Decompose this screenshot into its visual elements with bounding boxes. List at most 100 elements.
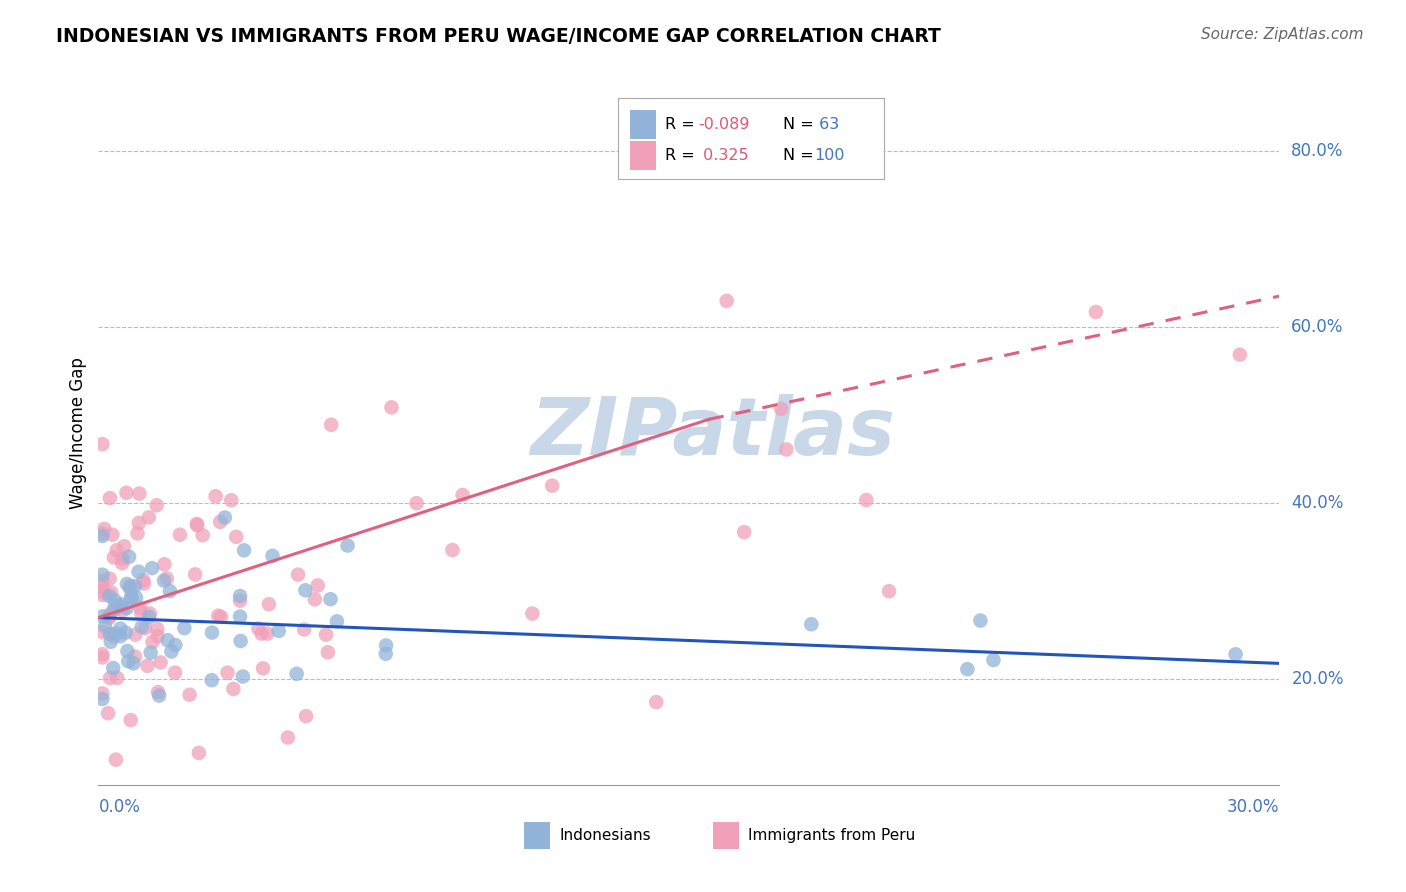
Point — [114, 625, 136, 640]
Point — [159, 584, 181, 599]
Bar — [630, 110, 655, 139]
Point — [98, 671, 121, 685]
Point — [855, 493, 877, 508]
Point — [91, 692, 114, 706]
Text: 0.0%: 0.0% — [98, 798, 141, 816]
Point — [91, 585, 114, 599]
Point — [201, 673, 224, 688]
Point — [187, 746, 209, 760]
Text: Indonesians: Indonesians — [560, 828, 651, 843]
Point — [108, 599, 131, 613]
Point — [125, 591, 148, 605]
Point — [1229, 348, 1251, 362]
Point — [165, 638, 187, 652]
Point — [100, 585, 122, 599]
Point — [1084, 305, 1107, 319]
Point — [132, 574, 155, 588]
Point — [98, 589, 121, 603]
Point — [128, 516, 150, 530]
Point — [98, 607, 121, 622]
Point — [128, 565, 150, 579]
Point — [115, 577, 138, 591]
Point — [319, 592, 342, 607]
Point — [250, 626, 273, 640]
Point — [186, 516, 208, 531]
Point — [380, 401, 402, 415]
Point — [127, 526, 149, 541]
Point — [225, 530, 247, 544]
Point — [201, 625, 224, 640]
Point — [326, 615, 349, 629]
Point — [149, 656, 172, 670]
Point — [316, 645, 339, 659]
Point — [115, 601, 138, 615]
Point — [374, 647, 396, 661]
Point — [336, 539, 359, 553]
Point — [98, 609, 121, 624]
Point — [321, 417, 343, 432]
Point — [191, 528, 214, 542]
Point — [120, 591, 142, 605]
Point — [98, 611, 121, 625]
Point — [91, 574, 114, 588]
Text: 20.0%: 20.0% — [1291, 670, 1344, 689]
Point — [91, 647, 114, 661]
Bar — [713, 822, 738, 849]
Point — [115, 485, 138, 500]
Point — [184, 567, 207, 582]
Point — [375, 639, 398, 653]
Point — [91, 529, 114, 543]
Point — [118, 549, 141, 564]
Point — [716, 293, 738, 308]
Point — [139, 646, 162, 660]
Text: Immigrants from Peru: Immigrants from Peru — [748, 828, 915, 843]
Point — [232, 669, 254, 683]
Point — [229, 589, 252, 603]
Point — [94, 619, 117, 633]
Point — [103, 550, 125, 565]
Point — [247, 622, 270, 636]
Point — [877, 584, 900, 599]
Point — [91, 581, 114, 595]
Point — [117, 654, 139, 668]
Point — [139, 607, 162, 621]
Point — [541, 478, 564, 492]
Point — [98, 627, 121, 641]
Point — [105, 543, 128, 558]
Point — [645, 695, 668, 709]
Point — [257, 597, 280, 611]
Point — [93, 522, 115, 536]
Point — [233, 543, 256, 558]
Bar — [523, 822, 550, 849]
Point — [138, 510, 160, 524]
Point — [522, 607, 544, 621]
Text: 0.325: 0.325 — [699, 148, 749, 163]
Point — [222, 681, 245, 696]
Point — [179, 688, 201, 702]
Point — [770, 401, 793, 416]
Point — [138, 610, 160, 624]
Text: 60.0%: 60.0% — [1291, 318, 1344, 336]
Point — [111, 556, 134, 570]
Point — [103, 602, 125, 616]
Point — [129, 600, 152, 615]
Point — [118, 579, 141, 593]
Point — [132, 576, 155, 591]
Point — [134, 621, 156, 635]
Point — [441, 543, 464, 558]
Point — [229, 634, 252, 648]
Point — [156, 572, 179, 586]
Point — [100, 634, 122, 648]
Point — [98, 572, 121, 586]
Point — [98, 491, 121, 505]
Point — [295, 709, 318, 723]
Text: 30.0%: 30.0% — [1227, 798, 1279, 816]
Point — [124, 649, 146, 664]
Point — [292, 623, 315, 637]
Point — [969, 614, 991, 628]
Point — [105, 671, 128, 685]
Point — [956, 662, 979, 676]
Point — [129, 606, 152, 620]
Point — [146, 622, 169, 636]
Text: 63: 63 — [814, 117, 839, 132]
